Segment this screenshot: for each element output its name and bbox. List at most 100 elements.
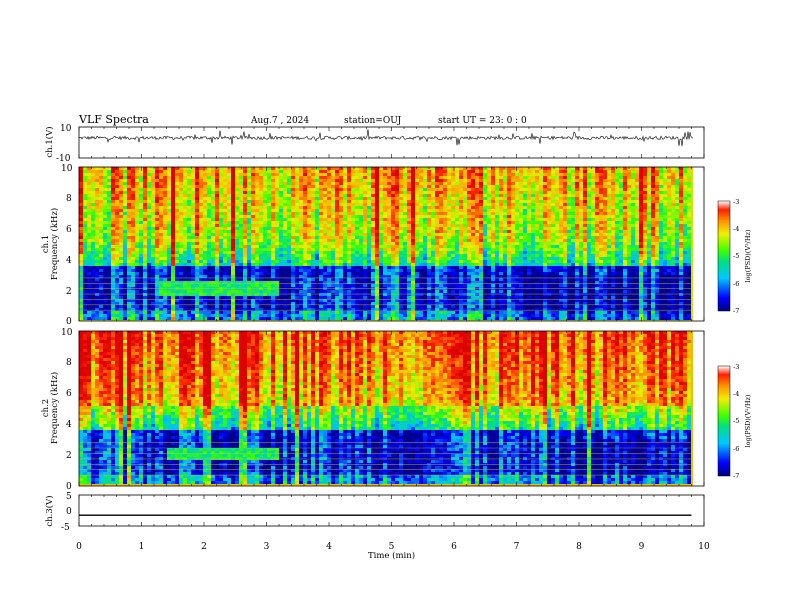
heatmap-cell (447, 197, 451, 200)
heatmap-cell (683, 185, 687, 188)
heatmap-cell (95, 182, 99, 185)
heatmap-cell (159, 167, 163, 170)
heatmap-cell (335, 230, 339, 233)
heatmap-cell (603, 248, 607, 251)
heatmap-cell (151, 179, 155, 182)
heatmap-cell (171, 236, 175, 239)
heatmap-cell (335, 179, 339, 182)
heatmap-cell (483, 242, 487, 245)
heatmap-cell (527, 224, 531, 227)
heatmap-cell (311, 239, 315, 242)
heatmap-cell (587, 227, 591, 230)
heatmap-cell (131, 191, 135, 194)
heatmap-cell (623, 254, 627, 257)
heatmap-cell (559, 236, 563, 239)
heatmap-cell (523, 197, 527, 200)
heatmap-cell (479, 239, 483, 242)
heatmap-cell (411, 254, 415, 257)
heatmap-cell (587, 167, 591, 170)
heatmap-cell (195, 251, 199, 254)
heatmap-cell (615, 167, 619, 170)
heatmap-cell (619, 191, 623, 194)
heatmap-cell (239, 206, 243, 209)
heatmap-cell (239, 194, 243, 197)
heatmap-cell (247, 248, 251, 251)
heatmap-cell (303, 239, 307, 242)
heatmap-cell (667, 236, 671, 239)
heatmap-cell (83, 257, 87, 260)
heatmap-cell (355, 260, 359, 263)
heatmap-cell (119, 212, 123, 215)
heatmap-cell (559, 209, 563, 212)
heatmap-cell (139, 239, 143, 242)
heatmap-cell (543, 236, 547, 239)
heatmap-cell (399, 251, 403, 254)
heatmap-cell (407, 203, 411, 206)
heatmap-cell (647, 221, 651, 224)
heatmap-cell (163, 170, 167, 173)
heatmap-cell (643, 215, 647, 218)
heatmap-cell (491, 233, 495, 236)
heatmap-cell (155, 197, 159, 200)
heatmap-cell (319, 233, 323, 236)
heatmap-cell (651, 248, 655, 251)
heatmap-cell (175, 212, 179, 215)
heatmap-cell (203, 170, 207, 173)
heatmap-cell (647, 218, 651, 221)
heatmap-cell (623, 230, 627, 233)
heatmap-cell (163, 191, 167, 194)
heatmap-cell (203, 260, 207, 263)
heatmap-cell (243, 173, 247, 176)
heatmap-cell (191, 179, 195, 182)
heatmap-cell (107, 227, 111, 230)
heatmap-cell (343, 263, 347, 266)
heatmap-cell (439, 188, 443, 191)
heatmap-cell (611, 206, 615, 209)
heatmap-cell (251, 224, 255, 227)
heatmap-cell (219, 188, 223, 191)
heatmap-cell (491, 176, 495, 179)
heatmap-cell (563, 254, 567, 257)
heatmap-cell (619, 257, 623, 260)
heatmap-cell (255, 182, 259, 185)
heatmap-cell (355, 224, 359, 227)
heatmap-cell (359, 212, 363, 215)
heatmap-cell (143, 230, 147, 233)
heatmap-cell (495, 194, 499, 197)
heatmap-cell (343, 227, 347, 230)
heatmap-cell (275, 218, 279, 221)
heatmap-cell (127, 209, 131, 212)
heatmap-cell (503, 215, 507, 218)
heatmap-cell (495, 227, 499, 230)
heatmap-cell (335, 173, 339, 176)
heatmap-cell (315, 203, 319, 206)
heatmap-cell (407, 167, 411, 170)
heatmap-cell (399, 260, 403, 263)
heatmap-cell (463, 197, 467, 200)
heatmap-cell (623, 182, 627, 185)
heatmap-cell (575, 227, 579, 230)
heatmap-cell (671, 212, 675, 215)
heatmap-cell (519, 203, 523, 206)
heatmap-cell (439, 260, 443, 263)
heatmap-cell (179, 194, 183, 197)
heatmap-cell (655, 173, 659, 176)
heatmap-cell (639, 188, 643, 191)
heatmap-cell (567, 251, 571, 254)
heatmap-cell (99, 170, 103, 173)
heatmap-cell (299, 221, 303, 224)
heatmap-cell (355, 239, 359, 242)
heatmap-cell (135, 233, 139, 236)
heatmap-cell (403, 263, 407, 266)
heatmap-cell (251, 173, 255, 176)
heatmap-cell (295, 173, 299, 176)
heatmap-cell (551, 218, 555, 221)
heatmap-cell (543, 191, 547, 194)
heatmap-cell (499, 200, 503, 203)
heatmap-cell (443, 245, 447, 248)
heatmap-cell (223, 230, 227, 233)
heatmap-cell (407, 221, 411, 224)
heatmap-cell (619, 218, 623, 221)
heatmap-cell (547, 194, 551, 197)
heatmap-cell (211, 170, 215, 173)
